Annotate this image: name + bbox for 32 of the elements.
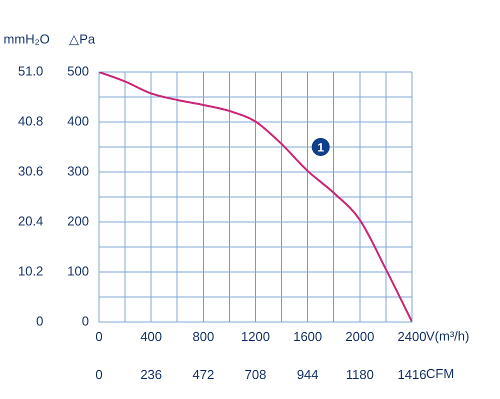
- annotation: 1: [317, 140, 324, 154]
- y-axis-title: △Pa: [69, 32, 96, 47]
- y2-tick-label: 40.8: [18, 114, 44, 129]
- y-tick-label: 400: [67, 114, 89, 129]
- y2-tick-label: 0: [36, 313, 44, 328]
- x-tick-label: 1200: [241, 329, 270, 344]
- x-tick-label: 400: [140, 329, 162, 344]
- y-tick-label: 500: [67, 64, 89, 79]
- x-tick-label: 2400: [398, 329, 426, 344]
- x2-tick-label: 708: [244, 366, 266, 382]
- line-series: [98, 72, 412, 322]
- x2-tick-label: 472: [192, 366, 214, 382]
- x-tick-label: 2000: [345, 329, 374, 344]
- x-tick-label: 800: [192, 329, 214, 344]
- y-tick-label: 100: [67, 263, 89, 278]
- x2-tick-label: 236: [140, 366, 162, 382]
- y-tick-label: 0: [82, 313, 89, 328]
- y2-tick-label: 30.6: [18, 164, 44, 178]
- x2-tick-label: 0: [95, 366, 103, 382]
- x2-tick-label: 1180: [346, 366, 374, 382]
- x2-tick-label: 944: [296, 366, 319, 382]
- x-tick-label: 1600: [293, 329, 322, 344]
- y2-tick-label: 51.0: [18, 64, 44, 79]
- y-tick-label: 300: [67, 164, 89, 178]
- y2-tick-label: 10.2: [18, 263, 44, 278]
- x2-axis-title: CFM: [426, 366, 454, 381]
- x2-tick-label: 1416: [398, 366, 426, 382]
- y2-tick-label: 20.4: [18, 213, 44, 228]
- y-tick-label: 200: [67, 213, 89, 228]
- x-tick-label: 0: [95, 329, 103, 344]
- x-axis-title: V(m³/h): [426, 328, 470, 344]
- y2-axis-title: mmH₂O: [4, 32, 50, 47]
